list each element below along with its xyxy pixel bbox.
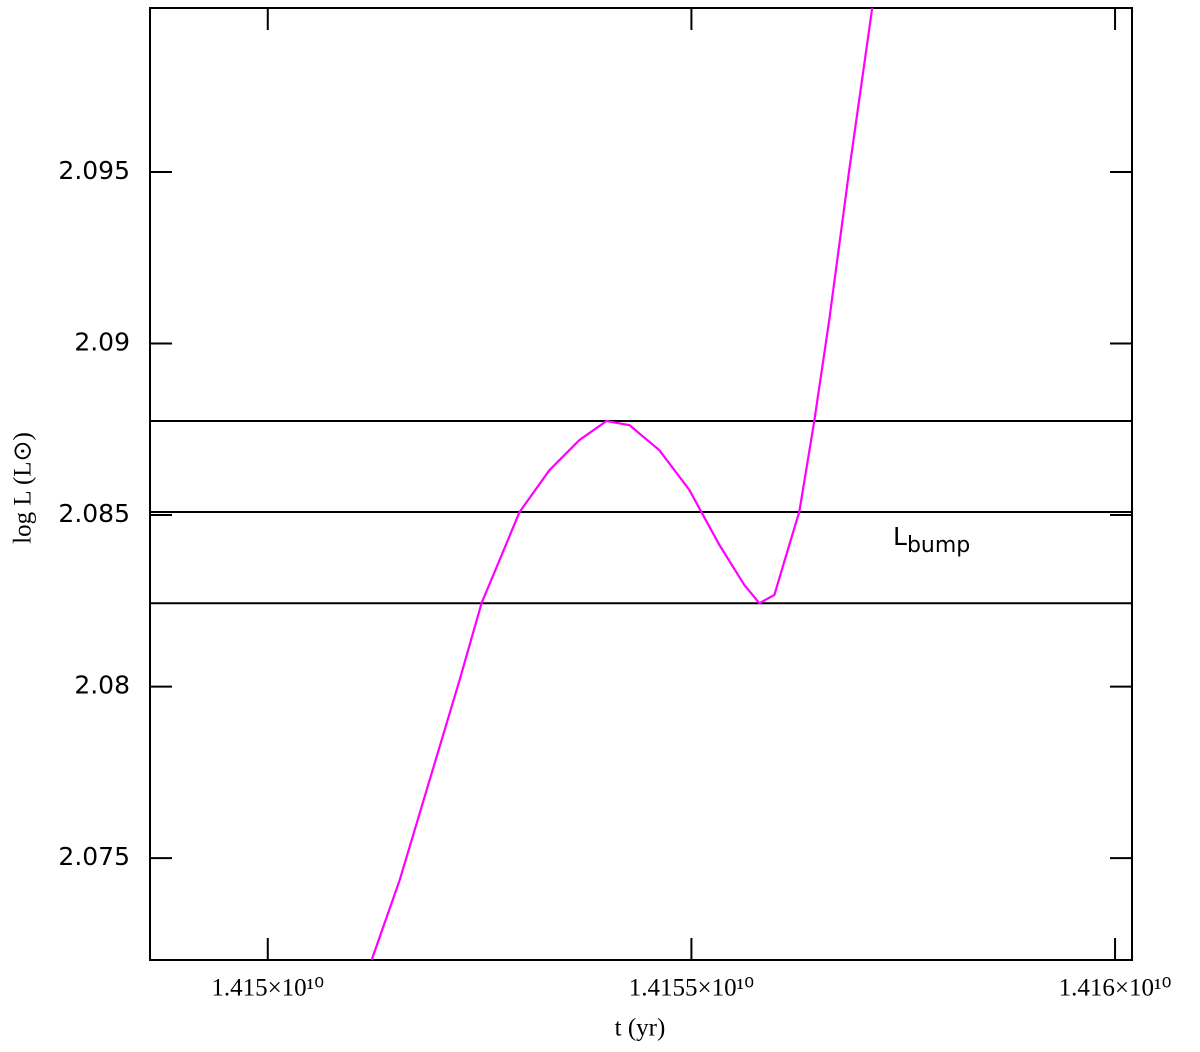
plot-frame	[149, 7, 1133, 961]
annotation: Lbump	[893, 522, 970, 558]
y-tick-label: 2.08	[74, 671, 130, 700]
x-tick-label: 1.4155×10¹⁰	[629, 975, 754, 1002]
y-tick-label: 2.075	[58, 842, 130, 871]
x-tick-label: 1.416×10¹⁰	[1059, 975, 1172, 1002]
y-axis-label: log L (L⊙)	[10, 432, 37, 544]
x-tick-label: 1.415×10¹⁰	[211, 975, 324, 1002]
annotation-text: L	[893, 522, 907, 551]
annotation-subscript: bump	[907, 533, 970, 558]
y-tick-label: 2.09	[74, 328, 130, 357]
plot-area	[370, 8, 874, 960]
y-tick-label: 2.095	[58, 156, 130, 185]
x-axis-label: t (yr)	[615, 1015, 666, 1042]
y-tick-label: 2.085	[58, 499, 130, 528]
data-line	[370, 8, 874, 960]
